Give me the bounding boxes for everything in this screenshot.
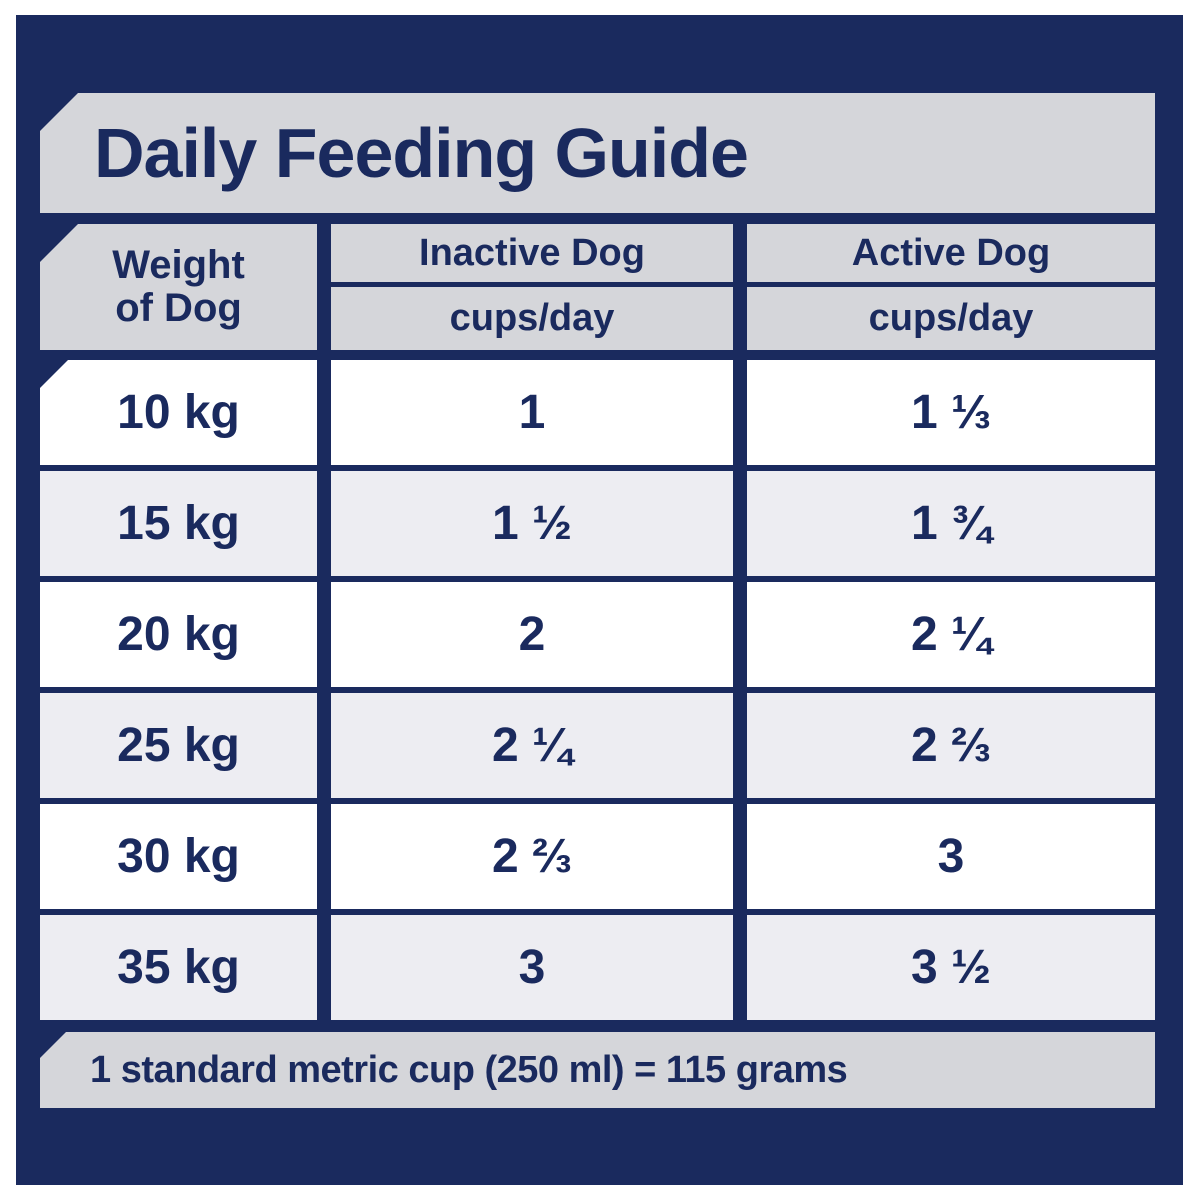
weight-value: 10 kg — [40, 360, 317, 465]
active-cups-value: 3 — [747, 804, 1155, 909]
weight-value: 25 kg — [40, 693, 317, 798]
weight-of-dog-header: Weight of Dog — [40, 224, 317, 350]
active-dog-units: cups/day — [747, 287, 1155, 350]
inactive-cups-value: 2 ⅔ — [331, 804, 733, 909]
table-row: 25 kg 2 ¼ 2 ⅔ — [40, 693, 1155, 798]
inactive-cups-value: 1 ½ — [331, 471, 733, 576]
active-cups-value: 1 ⅓ — [747, 360, 1155, 465]
inactive-dog-units: cups/day — [331, 287, 733, 350]
table-row: 35 kg 3 3 ½ — [40, 915, 1155, 1020]
inactive-dog-header: Inactive Dog cups/day — [331, 224, 733, 350]
title-banner: Daily Feeding Guide — [40, 93, 1155, 213]
inactive-cups-value: 2 — [331, 582, 733, 687]
weight-header-line2: of Dog — [115, 286, 242, 330]
footnote-banner: 1 standard metric cup (250 ml) = 115 gra… — [40, 1032, 1155, 1108]
feeding-guide-panel: Daily Feeding Guide Weight of Dog Inacti… — [16, 15, 1183, 1185]
weight-value: 15 kg — [40, 471, 317, 576]
table-row: 20 kg 2 2 ¼ — [40, 582, 1155, 687]
table-row: 15 kg 1 ½ 1 ¾ — [40, 471, 1155, 576]
active-cups-value: 1 ¾ — [747, 471, 1155, 576]
weight-value: 20 kg — [40, 582, 317, 687]
footnote-text: 1 standard metric cup (250 ml) = 115 gra… — [90, 1048, 848, 1091]
inactive-dog-label: Inactive Dog — [331, 224, 733, 282]
weight-value: 30 kg — [40, 804, 317, 909]
inactive-cups-value: 1 — [331, 360, 733, 465]
table-header-row: Weight of Dog Inactive Dog cups/day Acti… — [40, 224, 1155, 350]
table-row: 10 kg 1 1 ⅓ — [40, 360, 1155, 465]
inactive-cups-value: 3 — [331, 915, 733, 1020]
active-dog-label: Active Dog — [747, 224, 1155, 282]
table-row: 30 kg 2 ⅔ 3 — [40, 804, 1155, 909]
page-title: Daily Feeding Guide — [94, 114, 749, 192]
active-cups-value: 2 ⅔ — [747, 693, 1155, 798]
active-cups-value: 3 ½ — [747, 915, 1155, 1020]
active-dog-header: Active Dog cups/day — [747, 224, 1155, 350]
inactive-cups-value: 2 ¼ — [331, 693, 733, 798]
weight-header-line1: Weight — [112, 242, 245, 287]
weight-value: 35 kg — [40, 915, 317, 1020]
active-cups-value: 2 ¼ — [747, 582, 1155, 687]
